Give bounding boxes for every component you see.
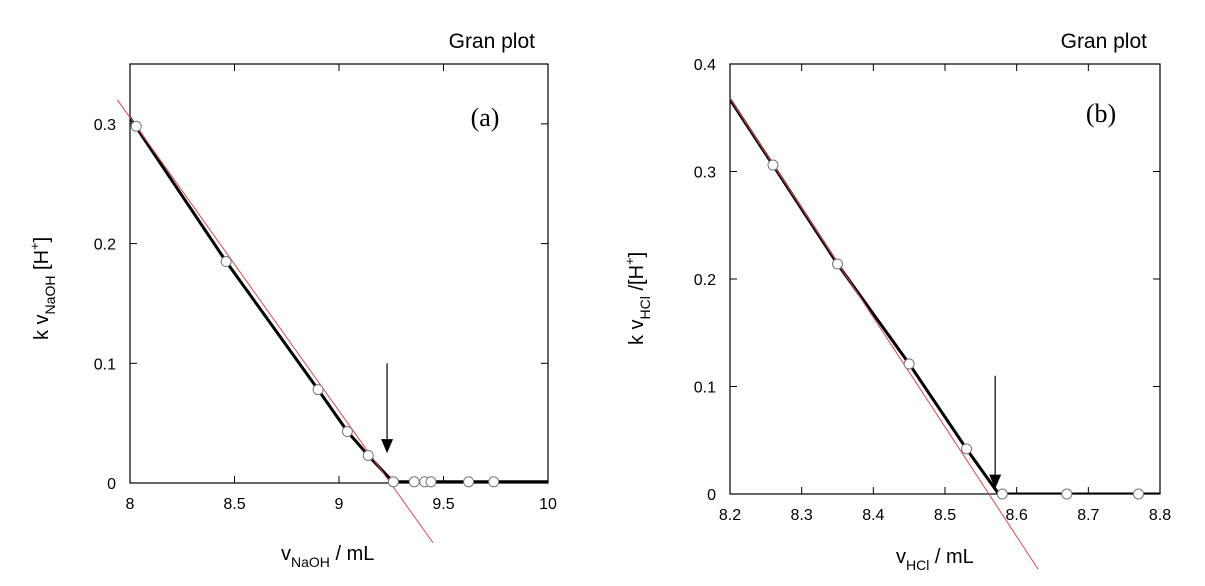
x-tick-label: 8.7	[1077, 507, 1099, 524]
annotation-layer	[989, 375, 1002, 489]
x-tick-label: 8	[126, 496, 135, 513]
x-tick-label: 8.8	[1149, 507, 1171, 524]
annotation-layer	[381, 363, 394, 454]
x-axis-label: vHCl / mL	[896, 546, 974, 573]
data-point	[341, 426, 353, 438]
y-axis-label: k vHCl /[H+]	[622, 252, 653, 345]
data-point	[463, 476, 475, 488]
y-tick-label: 0.3	[94, 117, 116, 134]
x-axis-label: vNaOH / mL	[281, 543, 374, 570]
data-point	[362, 449, 374, 461]
tick-marks	[729, 63, 1161, 495]
y-tick-label: 0.2	[94, 237, 116, 254]
x-tick-label: 8.2	[719, 507, 741, 524]
fit-line	[729, 98, 1039, 570]
x-tick-labels: 8 8.5 9 9.5 10	[126, 496, 557, 513]
x-tick-label: 9.5	[432, 496, 454, 513]
x-tick-label: 9	[335, 496, 344, 513]
fit-line	[117, 99, 434, 544]
y-tick-labels: 0 0.1 0.2 0.3 0.4	[694, 57, 716, 504]
x-tick-label: 8.4	[862, 507, 884, 524]
data-point	[220, 256, 232, 268]
data-point	[408, 476, 420, 488]
data-layer	[730, 98, 1160, 494]
x-tick-label: 8.5	[223, 496, 245, 513]
data-point	[961, 443, 972, 455]
data-point	[1133, 488, 1144, 500]
data-point	[488, 476, 500, 488]
x-tick-label: 10	[539, 496, 557, 513]
x-tick-label: 8.3	[791, 507, 813, 524]
x-tick-label: 8.5	[934, 507, 956, 524]
y-tick-label: 0.4	[694, 57, 716, 74]
chart-panel-b: 8.2 8.3 8.4 8.5 8.6 8.7 8.8 0 0.1 0.2 0.3 0.4 Gran…	[622, 30, 1171, 573]
panel-label: (b)	[1086, 99, 1116, 128]
data-point	[425, 476, 437, 488]
data-point	[130, 120, 142, 132]
arrow-head-icon	[381, 439, 394, 454]
x-tick-labels: 8.2 8.3 8.4 8.5 8.6 8.7 8.8	[719, 507, 1171, 524]
x-tick-label: 8.6	[1006, 507, 1028, 524]
panel-label: (a)	[471, 103, 500, 132]
arrow-head-icon	[989, 474, 1002, 489]
y-tick-label: 0	[107, 476, 116, 493]
y-tick-label: 0.3	[694, 165, 716, 182]
data-curve	[730, 98, 1160, 494]
data-point	[1061, 488, 1073, 500]
plot-frame	[729, 63, 1161, 495]
y-tick-labels: 0 0.1 0.2 0.3	[94, 117, 116, 493]
data-layer	[130, 116, 548, 483]
y-tick-label: 0.2	[694, 272, 716, 289]
y-tick-label: 0	[707, 487, 716, 504]
data-point	[387, 476, 399, 488]
y-tick-label: 0.1	[94, 356, 116, 373]
data-point	[832, 258, 843, 270]
y-tick-label: 0.1	[694, 380, 716, 397]
chart-title: Gran plot	[449, 30, 536, 53]
data-point	[312, 384, 324, 396]
data-point	[996, 488, 1008, 500]
data-curve	[130, 116, 548, 483]
chart-panel-a: 8 8.5 9 9.5 10 0 0.1 0.2 0.3 Gran plot (a) vNaO…	[27, 30, 557, 570]
data-point	[903, 358, 915, 370]
chart-title: Gran plot	[1061, 30, 1148, 53]
y-axis-label: k vNaOH [H+]	[27, 237, 58, 340]
data-point	[767, 159, 779, 171]
